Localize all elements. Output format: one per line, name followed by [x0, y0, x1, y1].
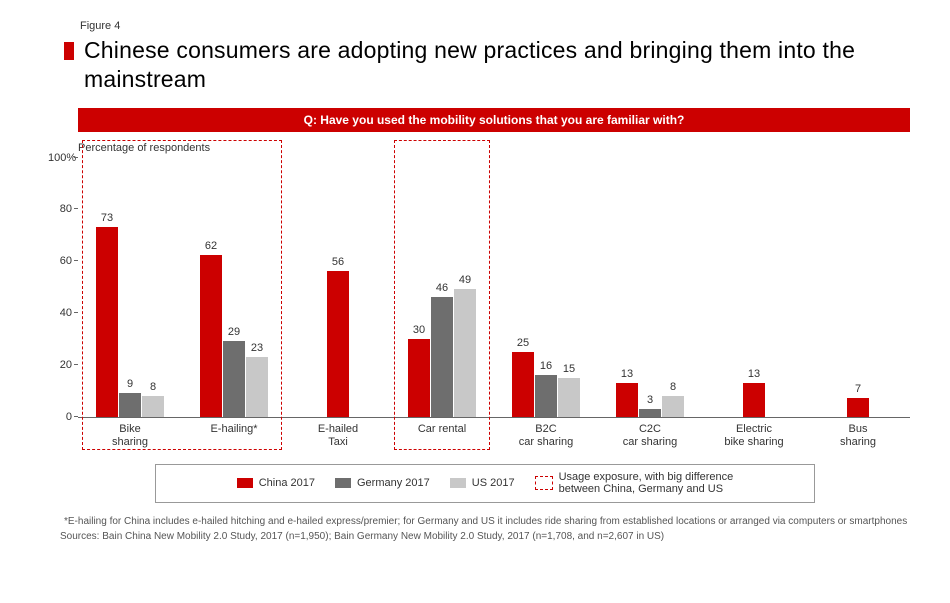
chart-wrap: 7398Bike sharing622923E-hailing*56E-hail… [78, 158, 910, 418]
bar-value-label: 9 [127, 378, 133, 390]
bar-germany: 29 [223, 341, 245, 416]
question-bar: Q: Have you used the mobility solutions … [78, 108, 910, 132]
bar-china: 25 [512, 352, 534, 417]
bars: 1338 [598, 158, 702, 417]
bars: 7398 [78, 158, 182, 417]
bar-value-label: 13 [621, 368, 633, 380]
bar-value-label: 30 [413, 324, 425, 336]
category-label: E-hailed Taxi [286, 423, 390, 449]
bar-us: 8 [142, 396, 164, 417]
category-label: E-hailing* [182, 423, 286, 436]
bar-china: 73 [96, 227, 118, 417]
legend-label-germany: Germany 2017 [357, 477, 430, 489]
bar-us: 15 [558, 378, 580, 417]
bars: 304649 [390, 158, 494, 417]
bar-value-label: 8 [150, 381, 156, 393]
legend-item-highlight: Usage exposure, with big differencebetwe… [535, 471, 734, 496]
bar-us: 8 [662, 396, 684, 417]
legend-label-china: China 2017 [259, 477, 315, 489]
bar-value-label: 29 [228, 326, 240, 338]
bar-group: 251615B2C car sharing [494, 158, 598, 417]
bars: 7 [806, 158, 910, 417]
category-label: Bus sharing [806, 423, 910, 449]
bar-groups: 7398Bike sharing622923E-hailing*56E-hail… [78, 158, 910, 417]
title-row: Chinese consumers are adopting new pract… [64, 36, 910, 94]
category-label: Bike sharing [78, 423, 182, 449]
category-label: B2C car sharing [494, 423, 598, 449]
y-axis-label: Percentage of respondents [78, 142, 910, 154]
legend-item-china: China 2017 [237, 477, 315, 489]
legend: China 2017 Germany 2017 US 2017 Usage ex… [155, 464, 815, 503]
bar-us: 49 [454, 289, 476, 416]
chart-title: Chinese consumers are adopting new pract… [84, 36, 910, 94]
bar-value-label: 13 [748, 368, 760, 380]
y-tick-label: 0 [48, 411, 72, 423]
y-tick-label: 60 [48, 255, 72, 267]
legend-label-us: US 2017 [472, 477, 515, 489]
bars: 13 [702, 158, 806, 417]
bar-china: 56 [327, 271, 349, 417]
bars: 622923 [182, 158, 286, 417]
legend-swatch-us [450, 478, 466, 488]
legend-swatch-germany [335, 478, 351, 488]
bar-value-label: 62 [205, 240, 217, 252]
y-tick-label: 80 [48, 203, 72, 215]
bar-group: 7398Bike sharing [78, 158, 182, 417]
bar-group: 7Bus sharing [806, 158, 910, 417]
legend-label-highlight: Usage exposure, with big differencebetwe… [559, 471, 734, 496]
bar-value-label: 23 [251, 342, 263, 354]
figure-label: Figure 4 [80, 20, 910, 32]
bar-group: 1338C2C car sharing [598, 158, 702, 417]
bar-germany: 16 [535, 375, 557, 417]
bars: 56 [286, 158, 390, 417]
bar-group: 622923E-hailing* [182, 158, 286, 417]
bar-china: 30 [408, 339, 430, 417]
bar-value-label: 7 [855, 383, 861, 395]
legend-item-germany: Germany 2017 [335, 477, 430, 489]
footnote: *E-hailing for China includes e-hailed h… [64, 515, 910, 529]
title-marker [64, 42, 74, 60]
legend-item-us: US 2017 [450, 477, 515, 489]
bar-value-label: 16 [540, 360, 552, 372]
bar-china: 7 [847, 398, 869, 416]
category-label: Electric bike sharing [702, 423, 806, 449]
bar-value-label: 25 [517, 337, 529, 349]
bar-china: 62 [200, 255, 222, 416]
bar-value-label: 3 [647, 394, 653, 406]
bar-value-label: 56 [332, 256, 344, 268]
category-label: C2C car sharing [598, 423, 702, 449]
bar-value-label: 46 [436, 282, 448, 294]
bar-us: 23 [246, 357, 268, 417]
bar-value-label: 15 [563, 363, 575, 375]
bar-germany: 46 [431, 297, 453, 417]
legend-swatch-china [237, 478, 253, 488]
category-label: Car rental [390, 423, 494, 436]
bar-group: 304649Car rental [390, 158, 494, 417]
bar-germany: 9 [119, 393, 141, 416]
bars: 251615 [494, 158, 598, 417]
bar-value-label: 49 [459, 274, 471, 286]
y-tick-label: 100% [48, 152, 72, 164]
bar-china: 13 [616, 383, 638, 417]
bar-germany: 3 [639, 409, 661, 417]
bar-value-label: 73 [101, 212, 113, 224]
chart-area: 7398Bike sharing622923E-hailing*56E-hail… [78, 158, 910, 418]
sources: Sources: Bain China New Mobility 2.0 Stu… [60, 530, 910, 544]
bar-value-label: 8 [670, 381, 676, 393]
bar-group: 13Electric bike sharing [702, 158, 806, 417]
bar-china: 13 [743, 383, 765, 417]
y-tick-label: 40 [48, 307, 72, 319]
y-tick-label: 20 [48, 359, 72, 371]
legend-dashed-icon [535, 476, 553, 490]
bar-group: 56E-hailed Taxi [286, 158, 390, 417]
